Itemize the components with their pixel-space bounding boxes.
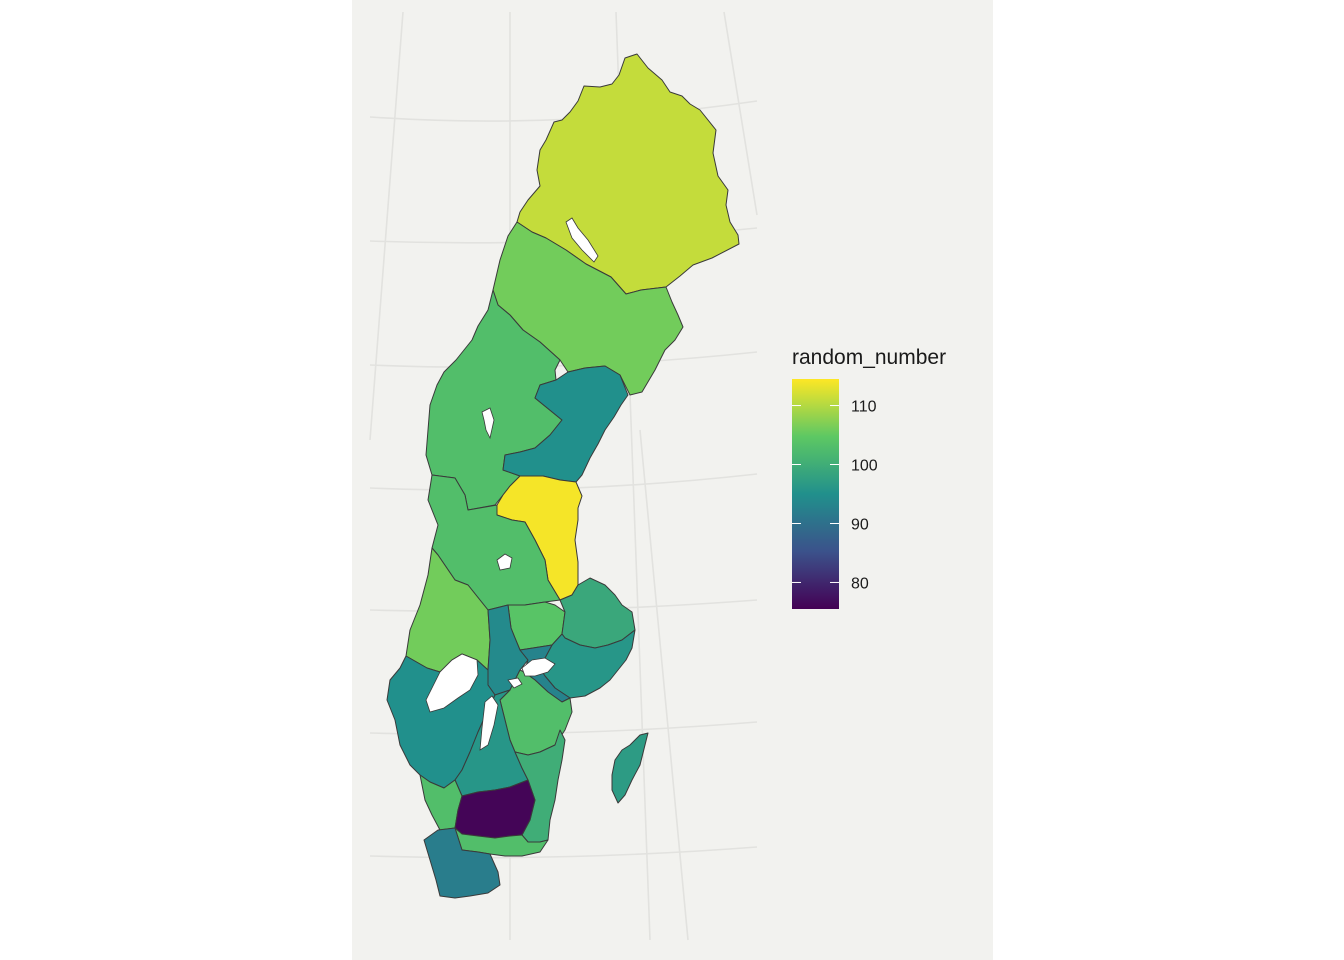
legend-tick-label-110: 110 [851,399,877,416]
lake-storsjon [481,407,495,440]
legend-tick-label-100: 100 [851,458,878,475]
legend: random_number 110 100 90 80 [792,346,946,609]
region-gotland [611,732,649,804]
legend-colorbar [792,379,839,609]
lake-vanern [425,653,479,713]
lake-hjalmaren [507,677,523,689]
graticule-line-11 [723,11,758,216]
lake-malaren [521,657,556,677]
regions [386,53,740,899]
legend-title: random_number [792,346,946,369]
graticule-line-3 [369,351,758,368]
graticule-line-7 [369,846,758,859]
lake-torne [565,217,599,263]
lake-siljan [496,553,513,571]
lakes [425,217,599,751]
region-vasternorrland [502,365,629,483]
graticule-line-12 [639,429,689,941]
graticule-line-8 [369,11,404,441]
graticule-line-1 [369,100,758,122]
region-skane [423,827,501,899]
lake-vattern [479,695,499,751]
legend-tick-label-90: 90 [851,516,869,533]
legend-tick-label-80: 80 [851,575,869,592]
